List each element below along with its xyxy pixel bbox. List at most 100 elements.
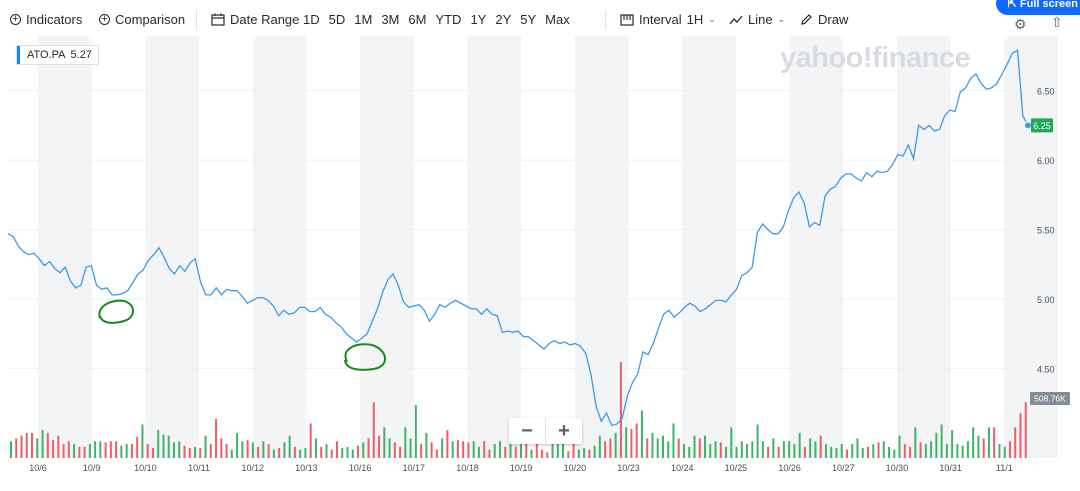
volume-bar [861,447,864,458]
draw-button[interactable]: Draw [800,12,848,27]
y-tick-label: 5.50 [1037,226,1055,236]
volume-bar [15,438,18,458]
volume-bar [293,446,296,458]
indicators-button[interactable]: + Indicators [10,12,82,27]
volume-bar [761,441,764,458]
volume-bar [399,446,402,458]
volume-bar [251,442,254,458]
volume-bar [661,435,664,458]
date-range-button[interactable]: Date Range [211,12,299,27]
volume-bar [798,432,801,458]
volume-bar [835,447,838,458]
volume-bar [945,444,948,458]
volume-bar [777,446,780,458]
volume-bar [67,441,70,458]
volume-bar [903,444,906,458]
volume-bar [172,442,175,458]
volume-bar [998,444,1001,458]
volume-bar [614,432,617,458]
volume-bar [320,446,323,458]
volume-bar [78,446,81,458]
day-band [360,36,414,458]
x-tick-label: 10/9 [83,463,101,473]
interval-value: 1H [686,12,704,27]
x-tick-label: 10/13 [295,463,318,473]
volume-bar [335,441,338,458]
volume-bar [236,432,239,458]
share-icon[interactable]: ⇧ [1051,14,1063,30]
volume-bar [304,447,307,458]
grid-lines [8,90,1028,370]
volume-bar [483,441,486,458]
price-line [7,49,1029,427]
y-tick-label: 4.50 [1037,365,1055,375]
comparison-button[interactable]: + Comparison [99,12,185,27]
volume-bar [977,435,980,458]
fullscreen-label: Full screen [1019,0,1078,10]
volume-bar [204,435,207,458]
volume-bar [99,441,102,458]
volume-bar [851,444,854,458]
range-button-6m[interactable]: 6M [408,12,427,27]
range-button-1m[interactable]: 1M [354,12,373,27]
annotation-circle [98,299,134,324]
volume-bar [451,441,454,458]
volume-bar [809,438,812,458]
volume-bar [940,424,943,458]
range-button-2y[interactable]: 2Y [495,12,512,27]
volume-bar [52,440,55,458]
volume-bar [546,452,549,458]
chart-type-dropdown[interactable]: Line ⌄ [729,12,785,27]
x-tick-label: 10/31 [939,463,962,473]
volume-bar [730,427,733,458]
volume-bar [704,435,707,458]
draw-label: Draw [818,12,849,27]
fullscreen-button[interactable]: ⇱ Full screen [995,0,1080,15]
volume-bar [288,435,291,458]
zoom-in-button[interactable]: + [545,418,582,444]
x-tick-label: 10/25 [725,463,748,473]
volume-bar [199,447,202,458]
volume-bar [283,442,286,458]
volume-bar [672,423,675,458]
volume-bar [372,402,375,458]
volume-bar [514,446,517,458]
range-button-1y[interactable]: 1Y [470,12,487,27]
settings-gear-icon[interactable]: ⚙ [1014,16,1027,32]
volume-bar [604,441,607,458]
volume-bar [567,451,570,458]
range-button-5d[interactable]: 5D [328,12,346,27]
volume-bar [504,446,507,458]
toolbar-divider [605,10,606,30]
volume-bar [220,438,223,458]
volume-bar [125,444,128,458]
chevron-down-icon: ⌄ [777,14,786,24]
volume-bar [314,438,317,458]
legend-ticker[interactable]: ATO.PA 5.27 [16,45,99,65]
toolbar-divider [196,10,197,30]
day-band [682,36,736,458]
range-button-max[interactable]: Max [545,12,570,27]
range-button-5y[interactable]: 5Y [520,12,537,27]
interval-dropdown[interactable]: Interval 1H ⌄ [620,12,716,27]
volume-bar [299,449,302,458]
y-axis-labels: 4.50 5.00 5.50 6.00 6.50 [1037,87,1055,375]
volume-bar [73,444,76,458]
volume-bar [593,445,596,458]
volume-bar [951,430,954,458]
x-tick-label: 10/18 [456,463,479,473]
volume-bar [141,424,144,458]
zoom-out-button[interactable]: − [521,419,533,442]
range-button-3m[interactable]: 3M [381,12,400,27]
range-button-ytd[interactable]: YTD [435,12,462,27]
line-chart-icon [729,15,743,24]
volume-bar [441,438,444,458]
volume-bar [393,442,396,458]
volume-bar [767,446,770,458]
volume-bar [972,427,975,458]
volume-bar [898,435,901,458]
range-button-1d[interactable]: 1D [303,12,320,27]
volume-bar [435,449,438,458]
volume-bar [1008,441,1011,458]
